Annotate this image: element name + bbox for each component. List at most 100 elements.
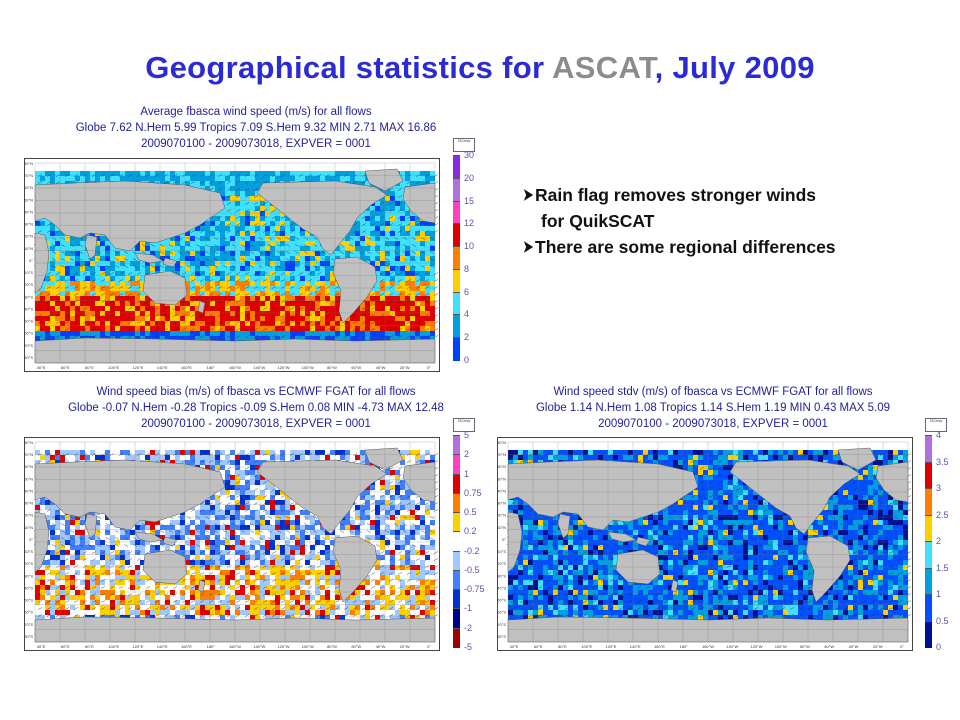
world-map: 80°N 70°N 60°N 50°N 40°N 30°N 20°N 10°N 0° 10°S 20…: [25, 440, 439, 649]
panel-stdv-title: Wind speed stdv (m/s) of fbasca vs ECMWF…: [476, 384, 950, 432]
latitude-label: 0°: [29, 258, 33, 263]
colorbar-label: 5: [464, 430, 470, 440]
colorbar-swatch: [453, 608, 460, 629]
latitude-label: 50°N: [25, 476, 33, 481]
longitude-label: 140°E: [630, 644, 641, 649]
longitude-label: 40°E: [37, 365, 46, 370]
latitude-label: 80°N: [25, 440, 33, 445]
colorbar-label: 8: [464, 263, 470, 274]
colorbar-swatch: [453, 589, 460, 610]
longitude-label: 80°W: [327, 365, 337, 370]
longitude-label: 100°E: [108, 365, 119, 370]
colorbar-label: -0.75: [464, 584, 485, 595]
latitude-label: 10°S: [25, 270, 33, 275]
colorbar-label: 1: [936, 589, 942, 599]
latitude-label: 80°N: [498, 440, 506, 445]
colorbar-swatch: [453, 473, 460, 494]
colorbar-label: 4: [464, 309, 470, 320]
colorbar-label: 2: [464, 332, 470, 343]
colorbar-swatch: [453, 314, 460, 339]
longitude-label: 140°W: [726, 644, 738, 649]
latitude-label: 20°S: [25, 561, 33, 566]
latitude-label: 10°N: [498, 525, 506, 530]
colorbar-swatch: [925, 541, 932, 569]
longitude-label: 140°W: [253, 365, 265, 370]
latitude-label: 20°N: [498, 513, 506, 518]
longitude-label: 160°E: [181, 644, 192, 649]
colorbar-label: 2: [464, 449, 470, 460]
longitude-label: 80°E: [85, 365, 94, 370]
longitude-label: 100°W: [302, 644, 314, 649]
panel-stdv-map: 80°N 70°N 60°N 50°N 40°N 30°N 20°N 10°N 0° 10°S 20…: [497, 437, 913, 651]
colorbar-swatch: [453, 627, 460, 648]
latitude-label: 60°N: [25, 185, 33, 190]
colorbar-label: -0.5: [464, 564, 480, 575]
longitude-label: 40°E: [510, 644, 519, 649]
colorbar-label: 2: [936, 536, 942, 546]
latitude-label: 60°N: [498, 464, 506, 469]
latitude-label: 40°N: [25, 488, 33, 493]
colorbar-label: 0.5: [464, 507, 477, 518]
longitude-label: 20°W: [873, 644, 883, 649]
longitude-label: 60°E: [61, 644, 70, 649]
panel-bias-stats: Globe -0.07 N.Hem -0.28 Tropics -0.09 S.…: [68, 402, 444, 414]
graticule: [34, 441, 436, 643]
longitude-label: 20°W: [400, 644, 410, 649]
panel-stdv-arrow-key: 25.0m/s: [925, 418, 947, 432]
latitude-label: 70°N: [25, 452, 33, 457]
colorbar-swatch: [925, 488, 932, 516]
latitude-label: 80°S: [498, 634, 506, 639]
latitude-label: 0°: [29, 537, 33, 542]
longitude-label: 80°E: [85, 644, 94, 649]
arrow-bullet-icon: [523, 189, 534, 201]
bullet-2-text: There are some regional differences: [535, 237, 836, 257]
colorbar-label: 0: [936, 642, 942, 652]
latitude-label: 10°S: [25, 549, 33, 554]
colorbar-label: -2: [464, 622, 473, 633]
latitude-label: 30°N: [25, 501, 33, 506]
latitude-label: 30°N: [498, 501, 506, 506]
longitude-label: 160°W: [702, 644, 714, 649]
colorbar-swatch: [453, 569, 460, 591]
colorbar-label: 12: [464, 218, 475, 229]
colorbar-label: 4: [936, 430, 942, 440]
colorbar-swatch: [453, 512, 460, 533]
longitude-label: 40°W: [376, 365, 386, 370]
colorbar-label: 0.5: [936, 615, 949, 626]
bullet-2: There are some regional differences: [522, 234, 836, 260]
colorbar-label: 20: [464, 172, 475, 183]
longitude-label: 40°W: [376, 644, 386, 649]
latitude-label: 60°S: [498, 610, 506, 615]
panel-bias-map: 80°N 70°N 60°N 50°N 40°N 30°N 20°N 10°N 0° 10°S 20…: [24, 437, 440, 651]
latitude-label: 20°S: [25, 282, 33, 287]
longitude-label: 20°W: [400, 365, 410, 370]
colorbar-swatch: [453, 454, 460, 475]
panel-stdv-period: 2009070100 - 2009073018, EXPVER = 0001: [598, 418, 828, 430]
colorbar-swatch: [925, 594, 932, 622]
latitude-label: 50°S: [25, 598, 33, 603]
longitude-label: 180°: [207, 644, 216, 649]
panel-avg-arrow-key: 25.0m/s: [453, 138, 475, 152]
panel-bias-period: 2009070100 - 2009073018, EXPVER = 0001: [141, 418, 371, 430]
longitude-label: 160°W: [229, 365, 241, 370]
latitude-label: 40°S: [25, 306, 33, 311]
graticule: [507, 441, 909, 643]
longitude-label: 120°E: [133, 644, 144, 649]
panel-bias-title-line1: Wind speed bias (m/s) of fbasca vs ECMWF…: [96, 386, 416, 398]
latitude-label: 60°N: [25, 464, 33, 469]
latitude-label: 70°S: [25, 622, 33, 627]
longitude-label: 0°: [900, 644, 904, 649]
latitude-label: 10°N: [25, 525, 33, 530]
title-part-2: , July 2009: [654, 50, 815, 85]
world-map: 80°N 70°N 60°N 50°N 40°N 30°N 20°N 10°N 0° 10°S 20…: [498, 440, 912, 649]
longitude-label: 120°W: [277, 365, 289, 370]
panel-avg-stats: Globe 7.62 N.Hem 5.99 Tropics 7.09 S.Hem…: [75, 122, 437, 134]
longitude-label: 60°E: [61, 365, 70, 370]
colorbar-swatch: [925, 620, 932, 648]
slide-title: Geographical statistics for ASCAT, July …: [0, 50, 960, 86]
latitude-label: 30°S: [25, 573, 33, 578]
longitude-label: 100°E: [108, 644, 119, 649]
panel-bias-arrow-key: 25.0m/s: [453, 418, 475, 432]
latitude-label: 0°: [502, 537, 506, 542]
colorbar-label: -1: [464, 603, 473, 614]
